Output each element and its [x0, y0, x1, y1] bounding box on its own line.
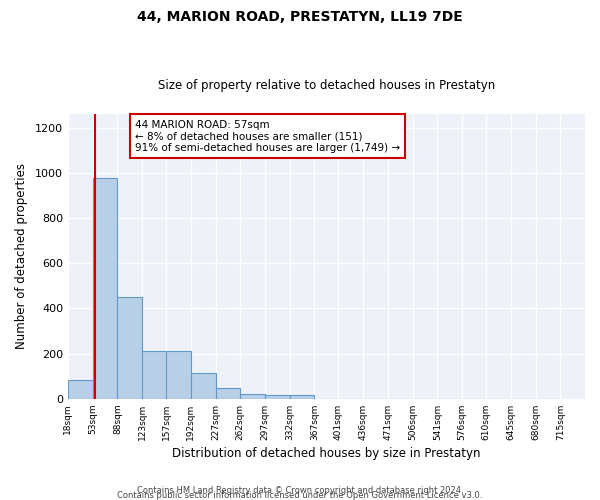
Text: Contains HM Land Registry data © Crown copyright and database right 2024.: Contains HM Land Registry data © Crown c… [137, 486, 463, 495]
Bar [92, 178, 118, 399]
Bar [118, 297, 142, 399]
Bar [142, 352, 166, 399]
Bar [240, 394, 265, 399]
Y-axis label: Number of detached properties: Number of detached properties [15, 164, 28, 350]
Title: Size of property relative to detached houses in Prestatyn: Size of property relative to detached ho… [158, 79, 495, 92]
X-axis label: Distribution of detached houses by size in Prestatyn: Distribution of detached houses by size … [172, 447, 481, 460]
Bar [265, 396, 290, 399]
Text: 44, MARION ROAD, PRESTATYN, LL19 7DE: 44, MARION ROAD, PRESTATYN, LL19 7DE [137, 10, 463, 24]
Bar [166, 352, 191, 399]
Bar [191, 373, 215, 399]
Text: 44 MARION ROAD: 57sqm
← 8% of detached houses are smaller (151)
91% of semi-deta: 44 MARION ROAD: 57sqm ← 8% of detached h… [135, 120, 400, 153]
Text: Contains public sector information licensed under the Open Government Licence v3: Contains public sector information licen… [118, 491, 482, 500]
Bar [290, 396, 314, 399]
Bar [68, 380, 92, 399]
Bar [215, 388, 240, 399]
